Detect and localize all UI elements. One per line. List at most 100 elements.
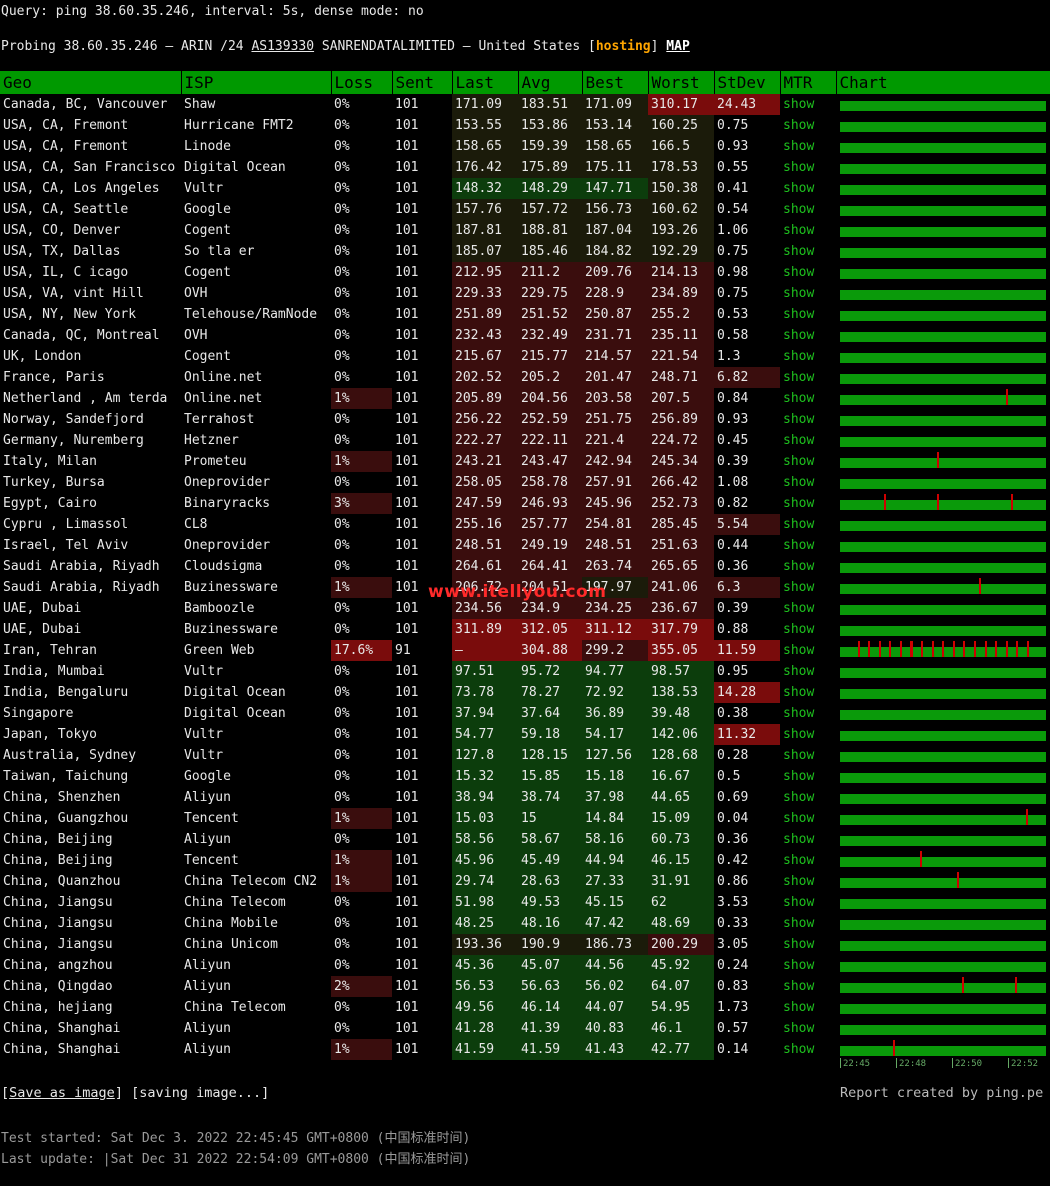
cell-mtr[interactable]: show: [783, 97, 815, 112]
cell-mtr[interactable]: show: [783, 454, 815, 469]
col-stdev[interactable]: StDev: [713, 71, 780, 94]
cell-mtr[interactable]: show: [783, 622, 815, 637]
latency-sparkline: [840, 248, 1046, 258]
cell-mtr[interactable]: show: [783, 664, 815, 679]
cell-isp: Shaw: [184, 97, 216, 112]
cell-stdev: 0.38: [717, 706, 749, 721]
cell-mtr[interactable]: show: [783, 832, 815, 847]
cell-mtr[interactable]: show: [783, 580, 815, 595]
cell-mtr[interactable]: show: [783, 181, 815, 196]
cell-mtr[interactable]: show: [783, 223, 815, 238]
cell-mtr[interactable]: show: [783, 811, 815, 826]
cell-mtr[interactable]: show: [783, 139, 815, 154]
cell-mtr[interactable]: show: [783, 769, 815, 784]
cell-mtr[interactable]: show: [783, 244, 815, 259]
cell-mtr[interactable]: show: [783, 790, 815, 805]
loss-spike: [889, 641, 891, 657]
cell-chart: [836, 724, 1050, 745]
cell-loss: 0%: [334, 244, 350, 259]
cell-mtr[interactable]: show: [783, 1000, 815, 1015]
table-row: Iran, Tehran Green Web 17.6% 91 –304.88 299.2…: [0, 640, 1050, 661]
loss-spike: [1006, 641, 1008, 657]
col-last[interactable]: Last: [451, 71, 518, 94]
cell-loss: 1%: [331, 577, 392, 598]
cell-mtr[interactable]: show: [783, 853, 815, 868]
cell-worst: 310.17: [648, 94, 714, 115]
cell-mtr[interactable]: show: [783, 475, 815, 490]
cell-chart: [836, 1018, 1050, 1039]
save-as-image-link[interactable]: Save as image: [9, 1085, 115, 1101]
cell-last: 158.65: [452, 136, 518, 157]
col-best[interactable]: Best: [581, 71, 648, 94]
cell-mtr[interactable]: show: [783, 370, 815, 385]
cell-mtr[interactable]: show: [783, 517, 815, 532]
cell-mtr[interactable]: show: [783, 748, 815, 763]
cell-sent: 101: [395, 265, 419, 280]
cell-mtr[interactable]: show: [783, 412, 815, 427]
cell-mtr[interactable]: show: [783, 979, 815, 994]
cell-mtr[interactable]: show: [783, 286, 815, 301]
cell-mtr[interactable]: show: [783, 559, 815, 574]
cell-mtr[interactable]: show: [783, 727, 815, 742]
cell-mtr[interactable]: show: [783, 685, 815, 700]
cell-stdev: 0.95: [717, 664, 749, 679]
cell-avg: 95.72: [518, 661, 582, 682]
cell-chart: [836, 703, 1050, 724]
cell-mtr[interactable]: show: [783, 496, 815, 511]
cell-mtr[interactable]: show: [783, 643, 815, 658]
watermark: www.itellyou.com: [428, 582, 607, 602]
col-geo[interactable]: Geo: [0, 71, 181, 94]
cell-best: 203.58: [582, 388, 648, 409]
cell-isp: Digital Ocean: [184, 685, 286, 700]
cell-mtr[interactable]: show: [783, 706, 815, 721]
cell-loss: 0%: [334, 433, 350, 448]
col-mtr[interactable]: MTR: [779, 71, 836, 94]
cell-mtr[interactable]: show: [783, 328, 815, 343]
cell-mtr[interactable]: show: [783, 958, 815, 973]
cell-chart: [836, 388, 1050, 409]
cell-mtr[interactable]: show: [783, 895, 815, 910]
cell-chart: [836, 976, 1050, 997]
cell-mtr[interactable]: show: [783, 538, 815, 553]
cell-mtr[interactable]: show: [783, 307, 815, 322]
latency-sparkline: [840, 941, 1046, 951]
cell-mtr[interactable]: show: [783, 874, 815, 889]
cell-geo: Turkey, Bursa: [3, 475, 105, 490]
cell-avg: 222.11: [518, 430, 582, 451]
cell-chart: [836, 682, 1050, 703]
cell-mtr[interactable]: show: [783, 118, 815, 133]
cell-best: 58.16: [582, 829, 648, 850]
cell-avg: 258.78: [518, 472, 582, 493]
col-loss[interactable]: Loss: [330, 71, 392, 94]
cell-mtr[interactable]: show: [783, 160, 815, 175]
cell-mtr[interactable]: show: [783, 937, 815, 952]
cell-last: 264.61: [452, 556, 518, 577]
cell-mtr[interactable]: show: [783, 1021, 815, 1036]
cell-mtr[interactable]: show: [783, 916, 815, 931]
cell-mtr[interactable]: show: [783, 1042, 815, 1057]
latency-sparkline: [840, 416, 1046, 426]
table-row: USA, CO, Denver Cogent 0% 101 187.81 188.81 18…: [0, 220, 1050, 241]
cell-avg: 190.9: [518, 934, 582, 955]
cell-mtr[interactable]: show: [783, 433, 815, 448]
col-avg[interactable]: Avg: [517, 71, 582, 94]
cell-mtr[interactable]: show: [783, 349, 815, 364]
col-sent[interactable]: Sent: [391, 71, 452, 94]
cell-mtr[interactable]: show: [783, 601, 815, 616]
cell-mtr[interactable]: show: [783, 265, 815, 280]
cell-avg: 232.49: [518, 325, 582, 346]
cell-sent: 91: [395, 643, 411, 658]
cell-avg: 304.88: [518, 640, 582, 661]
cell-avg: 157.72: [518, 199, 582, 220]
table-row: USA, CA, Fremont Hurricane FMT2 0% 101 153.5…: [0, 115, 1050, 136]
cell-sent: 101: [395, 97, 419, 112]
map-link[interactable]: MAP: [666, 39, 690, 54]
cell-mtr[interactable]: show: [783, 391, 815, 406]
col-worst[interactable]: Worst: [647, 71, 714, 94]
col-isp[interactable]: ISP: [180, 71, 331, 94]
cell-mtr[interactable]: show: [783, 202, 815, 217]
asn-link[interactable]: AS139330: [251, 39, 315, 54]
cell-loss: 0%: [334, 370, 350, 385]
cell-stdev: 0.36: [717, 559, 749, 574]
cell-isp: China Unicom: [184, 937, 278, 952]
